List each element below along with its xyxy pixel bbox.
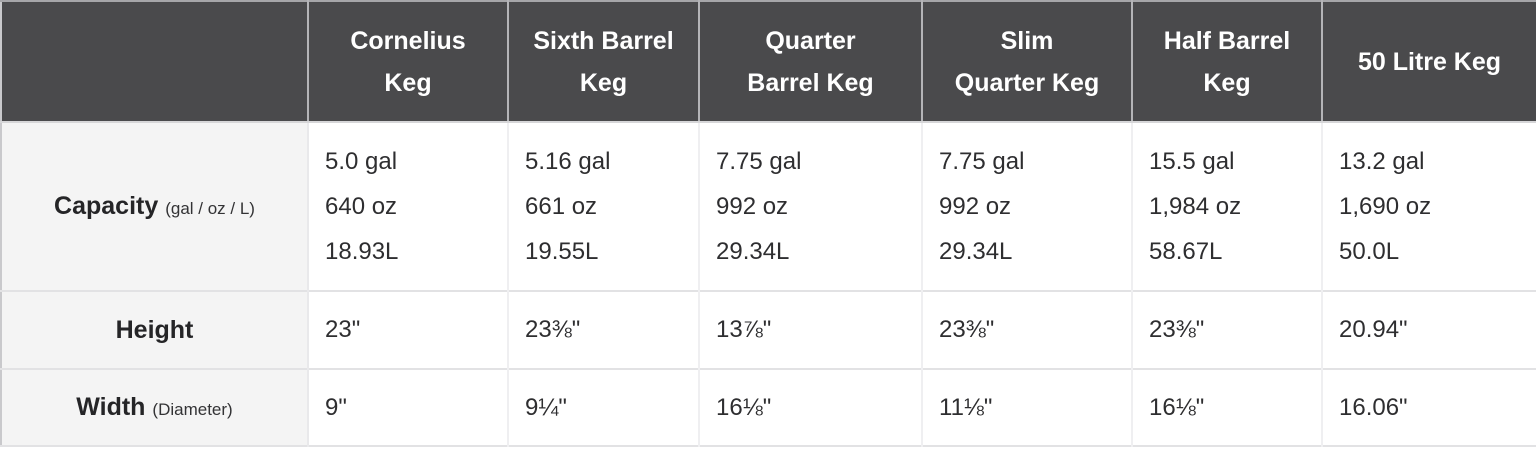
capacity-oz: 1,984 oz xyxy=(1149,193,1242,220)
capacity-gal: 13.2 gal xyxy=(1339,148,1425,175)
width-cell-slim-quarter: 11⅛" xyxy=(922,368,1133,446)
capacity-cell-half-barrel: 15.5 gal 1,984 oz 58.67L xyxy=(1132,121,1323,291)
height-cell-half-barrel: 23⅜" xyxy=(1132,290,1323,369)
height-value: 13⅞" xyxy=(716,316,772,343)
height-cell-sixth-barrel: 23⅜" xyxy=(508,290,700,369)
row-label-width: Width (Diameter) xyxy=(1,368,309,446)
column-header-half-barrel-keg: Half Barrel Keg xyxy=(1132,1,1323,123)
column-header-label: Quarter Barrel Keg xyxy=(747,26,874,97)
width-cell-quarter-barrel: 16⅛" xyxy=(699,368,923,446)
capacity-litres: 58.67L xyxy=(1149,238,1223,265)
column-header-label: Slim Quarter Keg xyxy=(954,26,1100,97)
capacity-gal: 5.16 gal xyxy=(525,148,611,175)
capacity-oz: 661 oz xyxy=(525,193,598,220)
column-header-sixth-barrel-keg: Sixth Barrel Keg xyxy=(508,1,700,123)
capacity-litres: 18.93L xyxy=(325,238,399,265)
capacity-litres: 29.34L xyxy=(939,238,1013,265)
capacity-cell-sixth-barrel: 5.16 gal 661 oz 19.55L xyxy=(508,121,700,291)
capacity-oz: 992 oz xyxy=(939,193,1012,220)
column-header-label: Cornelius Keg xyxy=(350,26,466,97)
width-cell-sixth-barrel: 9¼" xyxy=(508,368,700,446)
height-value: 23⅜" xyxy=(1149,316,1205,343)
capacity-gal: 5.0 gal xyxy=(325,148,398,175)
width-value: 16⅛" xyxy=(716,393,772,421)
column-header-slim-quarter-keg: Slim Quarter Keg xyxy=(922,1,1133,123)
height-value: 20.94" xyxy=(1339,316,1408,343)
header-row: Cornelius Keg Sixth Barrel Keg Quarter B… xyxy=(1,1,1536,123)
width-value: 9¼" xyxy=(525,393,567,421)
capacity-cell-slim-quarter: 7.75 gal 992 oz 29.34L xyxy=(922,121,1133,291)
height-value: 23⅜" xyxy=(525,316,581,343)
row-label-note: (gal / oz / L) xyxy=(165,199,255,218)
corner-cell xyxy=(1,1,309,123)
capacity-oz: 1,690 oz xyxy=(1339,193,1432,220)
width-value: 16.06" xyxy=(1339,393,1408,421)
capacity-gal: 7.75 gal xyxy=(939,148,1025,175)
capacity-litres: 50.0L xyxy=(1339,238,1400,265)
capacity-oz: 992 oz xyxy=(716,193,789,220)
capacity-cell-50-litre: 13.2 gal 1,690 oz 50.0L xyxy=(1322,121,1536,291)
width-value: 9" xyxy=(325,393,347,421)
row-label-note: (Diameter) xyxy=(152,400,233,419)
capacity-cell-quarter-barrel: 7.75 gal 992 oz 29.34L xyxy=(699,121,923,291)
row-label-text: Height xyxy=(115,315,194,344)
row-label-height: Height xyxy=(1,290,309,369)
capacity-oz: 640 oz xyxy=(325,193,398,220)
capacity-litres: 19.55L xyxy=(525,238,599,265)
height-cell-cornelius: 23" xyxy=(308,290,509,369)
width-cell-cornelius: 9" xyxy=(308,368,509,446)
column-header-label: Half Barrel Keg xyxy=(1163,26,1291,97)
capacity-cell-cornelius: 5.0 gal 640 oz 18.93L xyxy=(308,121,509,291)
capacity-gal: 15.5 gal xyxy=(1149,148,1235,175)
height-value: 23" xyxy=(325,316,361,343)
table-row-width: Width (Diameter) 9" 9¼" 16⅛" 11⅛" 16⅛" 1… xyxy=(1,368,1536,446)
column-header-50-litre-keg: 50 Litre Keg xyxy=(1322,1,1536,123)
row-label-text: Width xyxy=(76,393,146,421)
width-cell-50-litre: 16.06" xyxy=(1322,368,1536,446)
column-header-quarter-barrel-keg: Quarter Barrel Keg xyxy=(699,1,923,123)
row-label-text: Capacity xyxy=(54,192,159,220)
width-value: 11⅛" xyxy=(939,393,993,421)
height-cell-50-litre: 20.94" xyxy=(1322,290,1536,369)
height-cell-slim-quarter: 23⅜" xyxy=(922,290,1133,369)
column-header-label: 50 Litre Keg xyxy=(1357,48,1502,77)
capacity-litres: 29.34L xyxy=(716,238,790,265)
capacity-gal: 7.75 gal xyxy=(716,148,802,175)
table-row-height: Height 23" 23⅜" 13⅞" 23⅜" 23⅜" 20.94" xyxy=(1,290,1536,369)
column-header-label: Sixth Barrel Keg xyxy=(533,26,674,97)
width-value: 16⅛" xyxy=(1149,393,1205,421)
width-cell-half-barrel: 16⅛" xyxy=(1132,368,1323,446)
column-header-cornelius-keg: Cornelius Keg xyxy=(308,1,509,123)
height-value: 23⅜" xyxy=(939,316,995,343)
row-label-capacity: Capacity (gal / oz / L) xyxy=(1,121,309,291)
table-row-capacity: Capacity (gal / oz / L) 5.0 gal 640 oz 1… xyxy=(1,121,1536,291)
height-cell-quarter-barrel: 13⅞" xyxy=(699,290,923,369)
